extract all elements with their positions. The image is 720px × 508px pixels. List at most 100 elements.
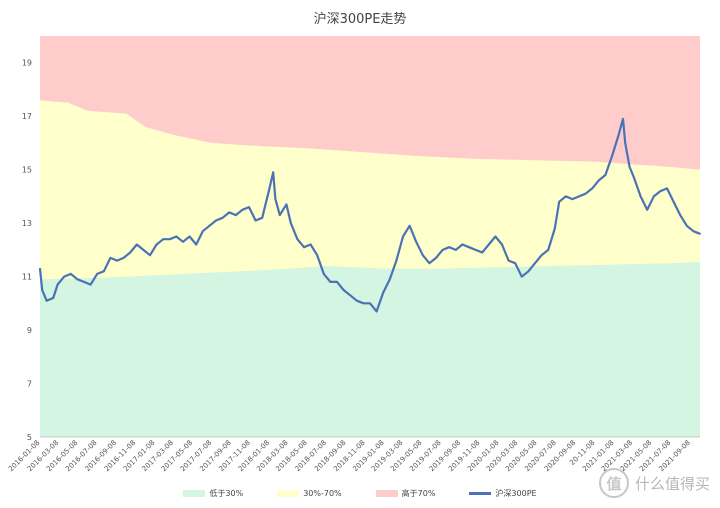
data-point (142, 249, 145, 251)
data-point (109, 257, 112, 259)
data-point (652, 195, 655, 198)
data-point (474, 249, 477, 251)
data-point (234, 214, 237, 217)
data-point (162, 238, 165, 241)
data-point (375, 310, 378, 313)
legend-label: 30%-70% (303, 489, 342, 498)
data-point (527, 270, 530, 273)
data-point (336, 281, 338, 283)
data-point (135, 243, 138, 246)
data-point (685, 224, 688, 227)
data-point (228, 211, 231, 214)
y-tick-label: 19 (22, 59, 32, 68)
data-point (408, 224, 411, 227)
data-point (428, 262, 431, 265)
data-point (441, 249, 444, 251)
data-point (355, 299, 358, 302)
data-point (494, 235, 497, 238)
data-point (39, 267, 41, 270)
data-point (208, 224, 211, 227)
legend: 低于30% 30%-70% 高于70% 沪深300PE (0, 488, 720, 499)
data-point (289, 222, 292, 225)
data-point (382, 291, 385, 294)
legend-item: 低于30% (183, 488, 243, 499)
data-point (175, 235, 178, 238)
legend-label: 高于70% (401, 489, 436, 498)
data-point (102, 270, 105, 273)
y-tick-label: 5 (27, 433, 32, 442)
data-point (296, 238, 299, 241)
legend-swatch (277, 490, 300, 497)
y-axis: 5 7 9 11 13 15 17 19 (22, 59, 32, 442)
data-point (155, 243, 158, 246)
data-point (622, 118, 624, 120)
data-point (448, 246, 451, 249)
data-point (309, 243, 312, 246)
data-point (591, 187, 594, 190)
data-point (604, 174, 607, 176)
data-point (303, 246, 305, 249)
data-point (285, 203, 288, 206)
data-point (89, 283, 92, 286)
data-point (624, 142, 627, 144)
data-point (248, 206, 250, 209)
legend-item: 高于70% (375, 488, 436, 499)
data-point (316, 254, 319, 257)
data-point (362, 302, 365, 305)
watermark-text: 什么值得买 (634, 474, 710, 493)
data-point (96, 273, 99, 275)
data-point (215, 219, 217, 222)
data-point (584, 192, 587, 195)
data-point (402, 235, 404, 238)
data-point (672, 200, 675, 203)
watermark: 值 什么值得买 (598, 468, 710, 498)
data-point (168, 238, 171, 241)
data-point (56, 283, 59, 286)
data-point (254, 219, 257, 222)
data-point (487, 243, 490, 246)
data-point (501, 243, 503, 246)
data-point (272, 171, 275, 174)
data-point (692, 230, 695, 233)
legend-item: 沪深300PE (469, 488, 537, 499)
x-axis: 2016-01-082016-03-082016-05-082016-07-08… (7, 436, 700, 473)
series-line-pe (38, 117, 701, 313)
data-point (149, 254, 151, 257)
data-point (195, 243, 198, 246)
data-point (349, 294, 352, 297)
line-layer (38, 117, 701, 313)
data-point (454, 249, 457, 251)
data-point (188, 235, 191, 238)
data-point (639, 195, 642, 198)
data-point (421, 254, 424, 257)
data-point (507, 259, 510, 262)
data-point (547, 249, 550, 251)
legend-swatch (183, 490, 206, 497)
data-point (468, 246, 470, 249)
data-point (597, 179, 600, 182)
data-point (553, 227, 556, 230)
data-point (76, 278, 79, 281)
data-point (369, 302, 371, 305)
data-point (395, 259, 398, 262)
legend-label: 沪深300PE (495, 489, 537, 498)
band-1 (40, 261, 700, 437)
y-tick-label: 15 (22, 166, 32, 175)
data-point (322, 273, 325, 275)
data-point (435, 257, 437, 259)
data-point (116, 259, 118, 262)
data-point (278, 214, 281, 217)
data-point (571, 198, 574, 201)
data-point (267, 190, 270, 193)
data-point (628, 166, 631, 168)
y-tick-label: 13 (22, 219, 32, 228)
data-point (633, 176, 635, 179)
data-point (558, 200, 561, 203)
bands-layer (40, 36, 700, 437)
data-point (520, 275, 523, 278)
data-point (666, 187, 668, 190)
data-point (41, 289, 44, 291)
data-point (241, 208, 244, 211)
chart-title: 沪深300PE走势 (313, 12, 407, 27)
